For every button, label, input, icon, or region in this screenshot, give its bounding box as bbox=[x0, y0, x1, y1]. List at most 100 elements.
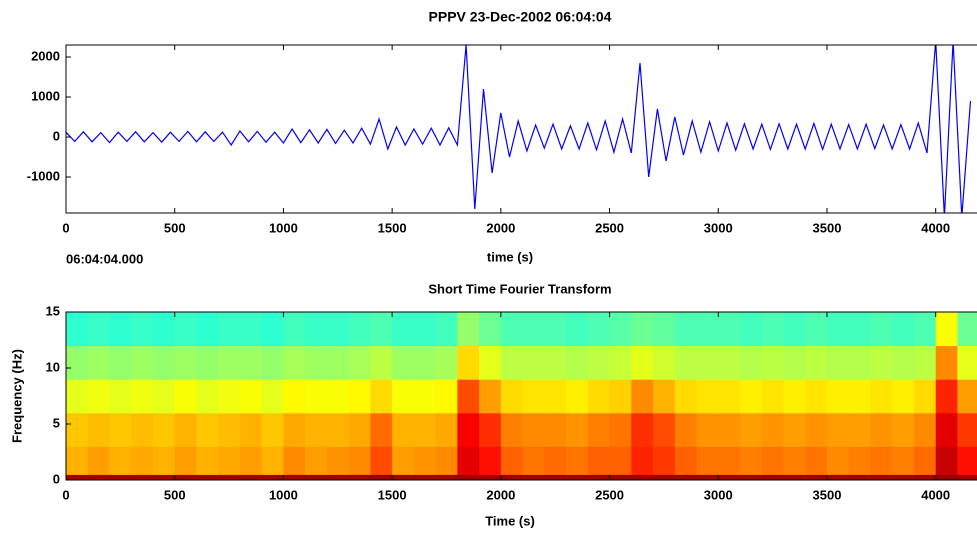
spectrogram-cell bbox=[239, 345, 263, 380]
spectrogram-cell bbox=[761, 312, 784, 347]
spectrogram-cell bbox=[631, 412, 654, 447]
spectrogram-cell bbox=[805, 312, 828, 347]
spectrogram-cell bbox=[935, 379, 958, 414]
spectrogram-cell bbox=[174, 474, 197, 480]
spectrogram-cell bbox=[348, 446, 371, 475]
spectrogram-cell bbox=[631, 474, 654, 480]
spectrogram-cell bbox=[283, 379, 306, 414]
spectrogram-cell bbox=[653, 312, 676, 347]
spectrogram-cell bbox=[66, 412, 89, 447]
spectrogram-cell bbox=[696, 345, 719, 380]
spectrogram-cell bbox=[761, 446, 784, 475]
spectrogram-cell bbox=[783, 474, 806, 480]
spectrogram-cell bbox=[196, 446, 219, 475]
spectrogram-cell bbox=[131, 345, 154, 380]
start-time: 06:04:04.000 bbox=[66, 251, 143, 266]
spectrogram-cell bbox=[348, 379, 371, 414]
spectrogram-cell bbox=[283, 412, 306, 447]
spectrogram-cell bbox=[935, 312, 958, 347]
spectrogram-cell bbox=[674, 474, 698, 480]
spectrogram-cell bbox=[174, 379, 197, 414]
spectrogram-cell bbox=[870, 312, 893, 347]
spectrogram-cell bbox=[435, 474, 458, 480]
spectrogram-cell bbox=[957, 446, 977, 475]
spectrogram-cell bbox=[239, 474, 263, 480]
x-tick-label: 4000 bbox=[921, 487, 950, 502]
spectrogram-cell bbox=[348, 312, 371, 347]
spectrogram-cell bbox=[870, 412, 893, 447]
spectrogram-cell bbox=[870, 474, 893, 480]
spectrogram-cell bbox=[587, 345, 611, 380]
y-tick-label: -1000 bbox=[27, 168, 60, 183]
spectrogram-cell bbox=[870, 446, 893, 475]
spectrogram-cell bbox=[326, 379, 350, 414]
spectrogram-cell bbox=[479, 474, 502, 480]
spectrogram-cell bbox=[631, 379, 654, 414]
spectrogram-cell bbox=[326, 446, 350, 475]
spectrogram-cell bbox=[892, 446, 915, 475]
waveform bbox=[66, 45, 972, 213]
spectrogram-cell bbox=[283, 345, 306, 380]
spectrogram-cell bbox=[718, 474, 741, 480]
spectrogram-cell bbox=[805, 345, 828, 380]
spectrogram-cell bbox=[957, 379, 977, 414]
spectrogram-cell bbox=[218, 345, 241, 380]
spectrogram-cell bbox=[935, 345, 958, 380]
spectrogram-cell bbox=[783, 312, 806, 347]
spectrogram-cell bbox=[109, 312, 132, 347]
y-tick-label: 5 bbox=[53, 415, 60, 430]
spectrogram-cell bbox=[218, 474, 241, 480]
spectrogram-cell bbox=[457, 379, 480, 414]
spectrogram-cell bbox=[457, 412, 480, 447]
x-tick-label: 0 bbox=[62, 487, 69, 502]
x-tick-label: 3500 bbox=[813, 220, 842, 235]
axes-frame bbox=[65, 44, 977, 214]
spectrogram-cell bbox=[413, 312, 437, 347]
y-tick-label: 1000 bbox=[31, 88, 60, 103]
spectrogram-cell bbox=[174, 412, 197, 447]
plot-area bbox=[66, 312, 977, 480]
spectrogram-cell bbox=[196, 412, 219, 447]
spectrogram-cell bbox=[544, 446, 567, 475]
x-tick-label: 0 bbox=[62, 220, 69, 235]
spectrogram-cell bbox=[196, 312, 219, 347]
spectrogram-cell bbox=[631, 446, 654, 475]
spectrogram-cell bbox=[326, 312, 350, 347]
spectrogram-cell bbox=[935, 412, 958, 447]
spectrogram-cell bbox=[696, 412, 719, 447]
spectrogram-cell bbox=[587, 379, 611, 414]
spectrogram-cell bbox=[522, 312, 545, 347]
spectrogram-cell bbox=[696, 474, 719, 480]
spectrogram-cell bbox=[892, 474, 915, 480]
spectrogram-cell bbox=[305, 474, 328, 480]
x-tick-label: 500 bbox=[164, 220, 186, 235]
spectrogram-cell bbox=[370, 412, 393, 447]
spectrogram-cell bbox=[413, 412, 437, 447]
spectrogram-cell bbox=[544, 474, 567, 480]
spectrogram-cell bbox=[783, 379, 806, 414]
spectrogram-cell bbox=[674, 345, 698, 380]
spectrogram-cell bbox=[740, 446, 763, 475]
spectrogram-cell bbox=[631, 345, 654, 380]
spectrogram-cell bbox=[587, 312, 611, 347]
spectrogram-cell bbox=[239, 312, 263, 347]
spectrogram-cell bbox=[740, 312, 763, 347]
spectrogram-cell bbox=[457, 474, 480, 480]
y-axis-label: Frequency (Hz) bbox=[9, 349, 24, 443]
spectrogram-cell bbox=[392, 446, 415, 475]
spectrogram-cell bbox=[805, 412, 828, 447]
spectrogram-cell bbox=[66, 345, 89, 380]
spectrogram-cell bbox=[826, 474, 850, 480]
spectrogram-cell bbox=[653, 412, 676, 447]
spectrogram-cell bbox=[152, 446, 176, 475]
spectrogram-cell bbox=[131, 474, 154, 480]
spectrogram-cell bbox=[892, 345, 915, 380]
spectrogram-cell bbox=[413, 446, 437, 475]
spectrogram-cell bbox=[826, 446, 850, 475]
spectrogram-cell bbox=[370, 345, 393, 380]
spectrogram-cell bbox=[631, 312, 654, 347]
x-tick-label: 2000 bbox=[486, 487, 515, 502]
spectrogram-cell bbox=[826, 345, 850, 380]
spectrogram-cell bbox=[131, 312, 154, 347]
spectrogram-cell bbox=[805, 474, 828, 480]
